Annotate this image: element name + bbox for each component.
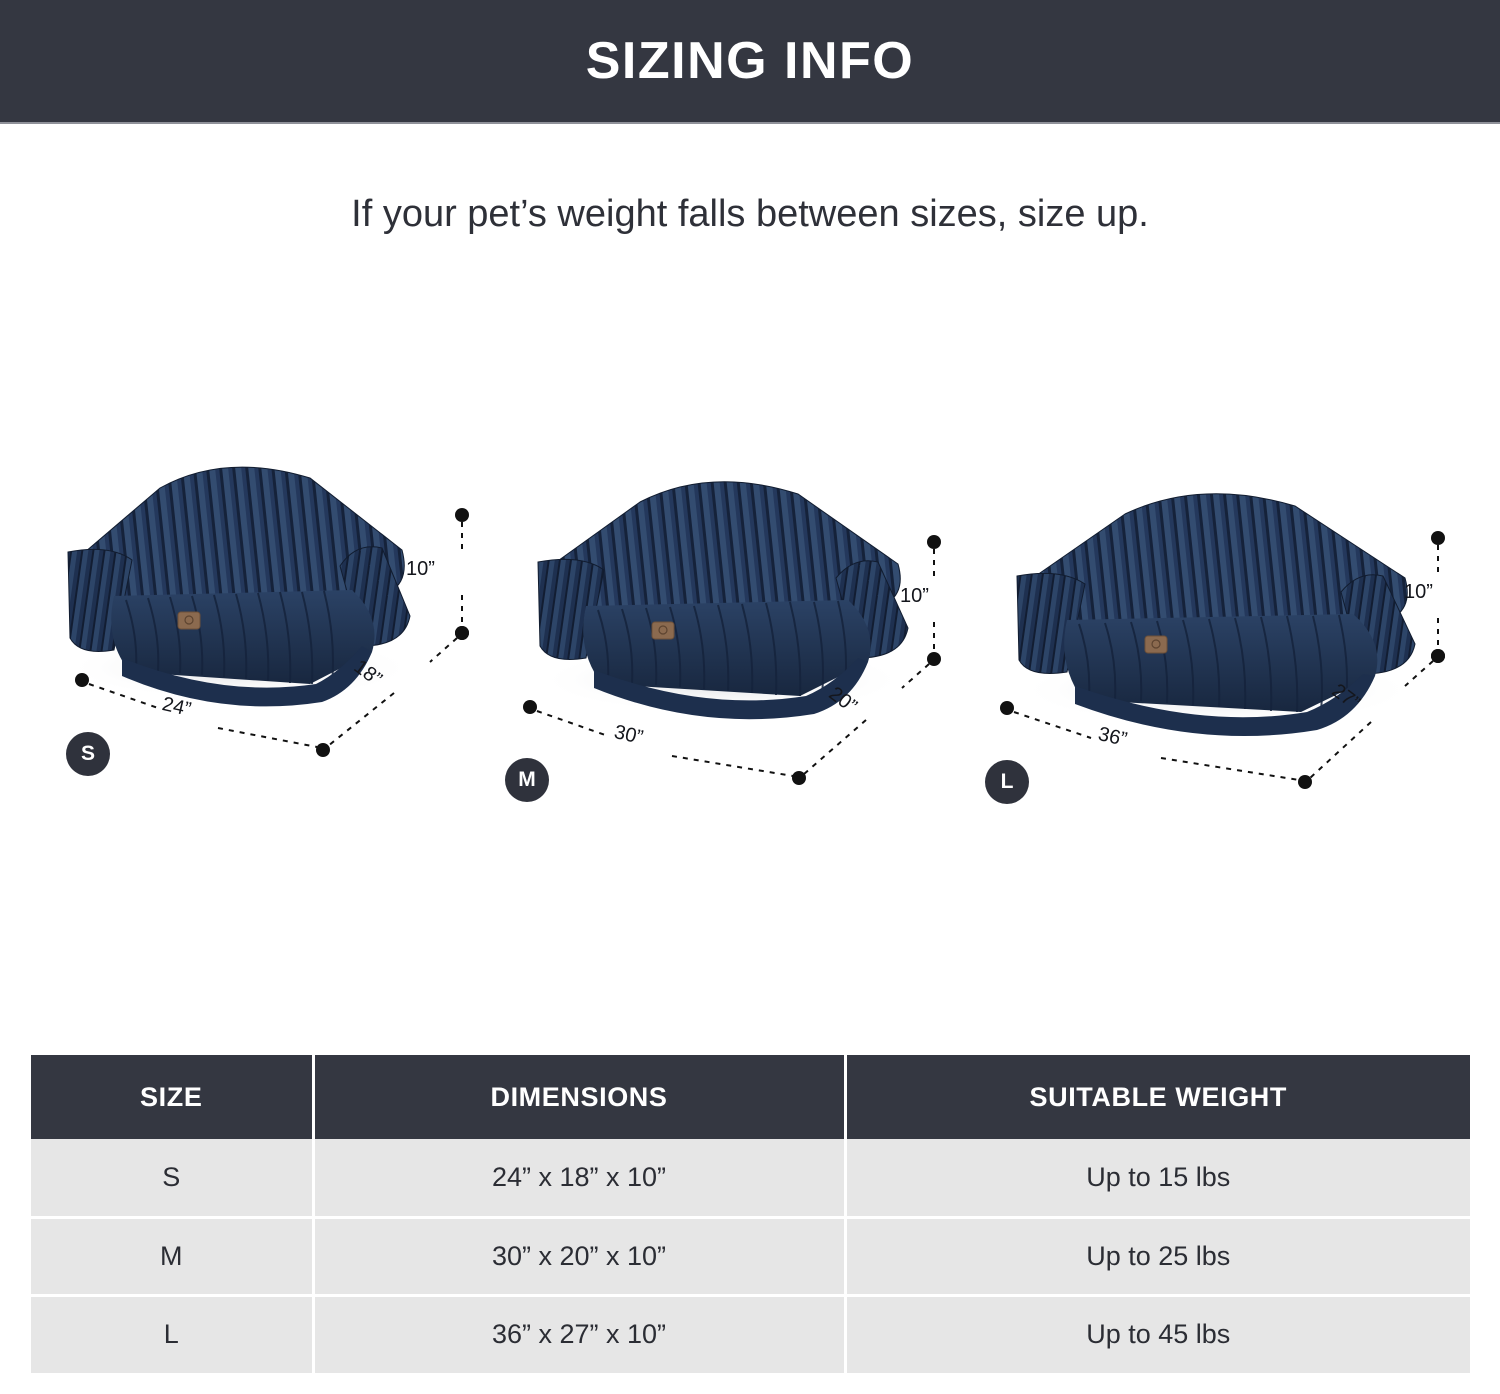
brand-tag-icon	[177, 611, 201, 630]
size-badge-medium: M	[505, 758, 549, 802]
brand-tag-icon	[1144, 635, 1168, 654]
dimension-label-height-medium: 10”	[900, 585, 929, 607]
column-header-size: SIZE	[31, 1055, 315, 1139]
cell-weight: Up to 15 lbs	[845, 1139, 1470, 1219]
column-header-suitable-weight: SUITABLE WEIGHT	[845, 1055, 1470, 1139]
brand-tag-icon	[651, 621, 675, 640]
dimension-label-height-small: 10”	[406, 558, 435, 580]
sizing-advice-text: If your pet’s weight falls between sizes…	[351, 193, 1149, 235]
cell-weight: Up to 45 lbs	[845, 1295, 1470, 1373]
cell-size: L	[31, 1295, 315, 1373]
dimension-lines-large	[1000, 531, 1445, 789]
dimension-lines-medium	[523, 535, 941, 785]
sizing-table: SIZE DIMENSIONS SUITABLE WEIGHT S 24” x …	[31, 1055, 1470, 1373]
size-badge-large: L	[985, 760, 1029, 804]
cell-size: M	[31, 1217, 315, 1297]
table-row: L 36” x 27” x 10” Up to 45 lbs	[31, 1295, 1470, 1373]
product-illustration-medium: 10” 20” 30” M	[500, 440, 1000, 840]
cell-dimensions: 30” x 20” x 10”	[313, 1217, 847, 1297]
product-illustration-large: 10” 27” 36” L	[985, 440, 1485, 840]
page-title: SIZING INFO	[585, 32, 915, 90]
cell-dimensions: 36” x 27” x 10”	[313, 1295, 847, 1373]
cell-weight: Up to 25 lbs	[845, 1217, 1470, 1297]
table-row: S 24” x 18” x 10” Up to 15 lbs	[31, 1139, 1470, 1219]
column-header-dimensions: DIMENSIONS	[313, 1055, 847, 1139]
cell-size: S	[31, 1139, 315, 1219]
product-illustration-small: 10” 18” 24” S	[10, 440, 510, 840]
table-row: M 30” x 20” x 10” Up to 25 lbs	[31, 1217, 1470, 1297]
product-size-illustrations: 10” 18” 24” S	[0, 440, 1500, 840]
dimension-lines-small	[75, 508, 469, 757]
pet-bed-image-medium	[537, 481, 909, 720]
size-badge-small: S	[66, 732, 110, 776]
header-bar: SIZING INFO	[0, 0, 1500, 124]
pet-bed-image-large	[1016, 493, 1417, 737]
pet-bed-image-small	[65, 466, 415, 707]
table-header-row: SIZE DIMENSIONS SUITABLE WEIGHT	[31, 1055, 1470, 1139]
cell-dimensions: 24” x 18” x 10”	[313, 1139, 847, 1219]
dimension-label-height-large: 10”	[1404, 581, 1433, 603]
